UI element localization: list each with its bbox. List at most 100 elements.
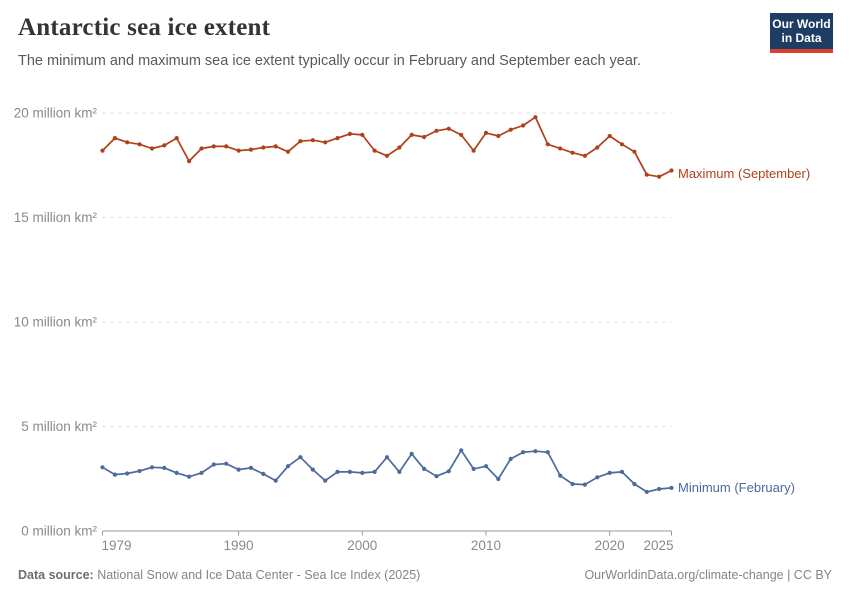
series-label-maximum[interactable]: Maximum (September) [678, 166, 811, 181]
data-point-minimum[interactable] [347, 469, 352, 474]
data-point-maximum[interactable] [570, 150, 575, 155]
data-point-minimum[interactable] [310, 467, 315, 472]
data-point-maximum[interactable] [323, 140, 328, 145]
series-label-minimum[interactable]: Minimum (February) [678, 480, 796, 495]
data-point-maximum[interactable] [149, 146, 155, 151]
data-point-maximum[interactable] [137, 142, 142, 147]
data-point-minimum[interactable] [422, 466, 427, 471]
data-point-maximum[interactable] [310, 138, 315, 143]
data-point-minimum[interactable] [360, 470, 365, 475]
data-point-minimum[interactable] [137, 468, 142, 474]
data-point-minimum[interactable] [298, 455, 303, 460]
x-axis-label: 2010 [471, 538, 501, 553]
data-point-minimum[interactable] [323, 478, 328, 483]
data-point-minimum[interactable] [607, 470, 612, 475]
data-point-maximum[interactable] [619, 142, 625, 147]
data-point-maximum[interactable] [632, 149, 637, 154]
data-point-minimum[interactable] [125, 471, 130, 476]
data-point-minimum[interactable] [409, 451, 414, 456]
data-point-minimum[interactable] [558, 473, 563, 478]
data-point-maximum[interactable] [582, 153, 588, 158]
data-point-maximum[interactable] [112, 136, 117, 141]
data-point-minimum[interactable] [545, 450, 550, 455]
data-point-minimum[interactable] [446, 469, 451, 474]
data-point-maximum[interactable] [360, 132, 365, 137]
data-point-maximum[interactable] [372, 148, 377, 153]
data-point-minimum[interactable] [459, 448, 464, 453]
data-point-minimum[interactable] [595, 475, 600, 480]
data-point-minimum[interactable] [174, 470, 179, 475]
data-point-minimum[interactable] [335, 469, 340, 474]
data-point-minimum[interactable] [100, 465, 105, 470]
data-point-maximum[interactable] [347, 131, 352, 136]
data-point-minimum[interactable] [248, 465, 253, 470]
data-point-maximum[interactable] [211, 144, 216, 149]
data-point-minimum[interactable] [521, 450, 526, 455]
data-point-minimum[interactable] [285, 464, 291, 469]
data-point-maximum[interactable] [446, 126, 451, 131]
series-line-maximum[interactable] [101, 116, 672, 178]
data-point-maximum[interactable] [521, 123, 526, 128]
data-point-minimum[interactable] [384, 455, 390, 460]
data-point-maximum[interactable] [162, 143, 167, 148]
data-point-maximum[interactable] [248, 147, 253, 152]
data-point-minimum[interactable] [632, 481, 637, 487]
data-point-minimum[interactable] [471, 466, 476, 471]
data-point-minimum[interactable] [273, 478, 278, 483]
data-point-maximum[interactable] [607, 133, 612, 139]
data-point-maximum[interactable] [100, 148, 105, 153]
data-point-minimum[interactable] [112, 472, 117, 477]
data-point-minimum[interactable] [224, 461, 229, 466]
data-point-minimum[interactable] [187, 474, 192, 479]
data-point-minimum[interactable] [199, 470, 204, 475]
data-point-maximum[interactable] [174, 136, 179, 141]
data-point-maximum[interactable] [285, 149, 291, 154]
data-point-minimum[interactable] [211, 462, 216, 467]
owid-link[interactable]: OurWorldinData.org/climate-change | CC B… [584, 568, 832, 582]
data-point-maximum[interactable] [558, 146, 563, 151]
data-point-maximum[interactable] [261, 145, 266, 150]
data-point-minimum[interactable] [669, 485, 674, 490]
data-point-maximum[interactable] [508, 127, 513, 132]
data-point-maximum[interactable] [199, 146, 204, 151]
data-point-maximum[interactable] [483, 130, 489, 135]
data-point-maximum[interactable] [384, 153, 390, 158]
data-point-maximum[interactable] [496, 133, 501, 139]
data-point-maximum[interactable] [669, 168, 674, 173]
data-point-maximum[interactable] [533, 115, 538, 120]
data-point-maximum[interactable] [125, 140, 130, 145]
data-point-maximum[interactable] [657, 174, 662, 179]
data-point-minimum[interactable] [496, 476, 501, 482]
data-point-maximum[interactable] [298, 139, 303, 144]
data-point-minimum[interactable] [508, 456, 513, 461]
data-point-maximum[interactable] [224, 144, 229, 149]
data-point-maximum[interactable] [434, 128, 439, 133]
data-point-maximum[interactable] [273, 144, 278, 149]
data-point-maximum[interactable] [459, 132, 464, 137]
data-point-maximum[interactable] [545, 142, 550, 147]
owid-logo[interactable]: Our World in Data [770, 13, 833, 53]
data-point-minimum[interactable] [372, 469, 377, 474]
data-point-maximum[interactable] [644, 172, 649, 177]
data-point-minimum[interactable] [619, 469, 625, 474]
data-point-minimum[interactable] [657, 486, 662, 492]
data-point-minimum[interactable] [533, 449, 538, 454]
data-point-maximum[interactable] [397, 145, 402, 150]
data-point-minimum[interactable] [236, 467, 241, 472]
data-point-minimum[interactable] [397, 469, 402, 474]
data-point-maximum[interactable] [409, 132, 414, 137]
data-point-minimum[interactable] [644, 489, 649, 494]
data-point-maximum[interactable] [187, 159, 192, 164]
data-point-minimum[interactable] [582, 482, 588, 487]
data-point-maximum[interactable] [335, 136, 340, 141]
data-point-maximum[interactable] [471, 148, 476, 153]
data-point-maximum[interactable] [595, 145, 600, 150]
data-point-minimum[interactable] [570, 481, 575, 487]
data-point-minimum[interactable] [162, 465, 167, 470]
data-point-minimum[interactable] [149, 465, 155, 470]
data-point-minimum[interactable] [483, 464, 489, 469]
data-point-minimum[interactable] [261, 471, 266, 476]
data-point-maximum[interactable] [422, 134, 427, 140]
data-point-minimum[interactable] [434, 474, 439, 479]
data-point-maximum[interactable] [236, 148, 241, 153]
